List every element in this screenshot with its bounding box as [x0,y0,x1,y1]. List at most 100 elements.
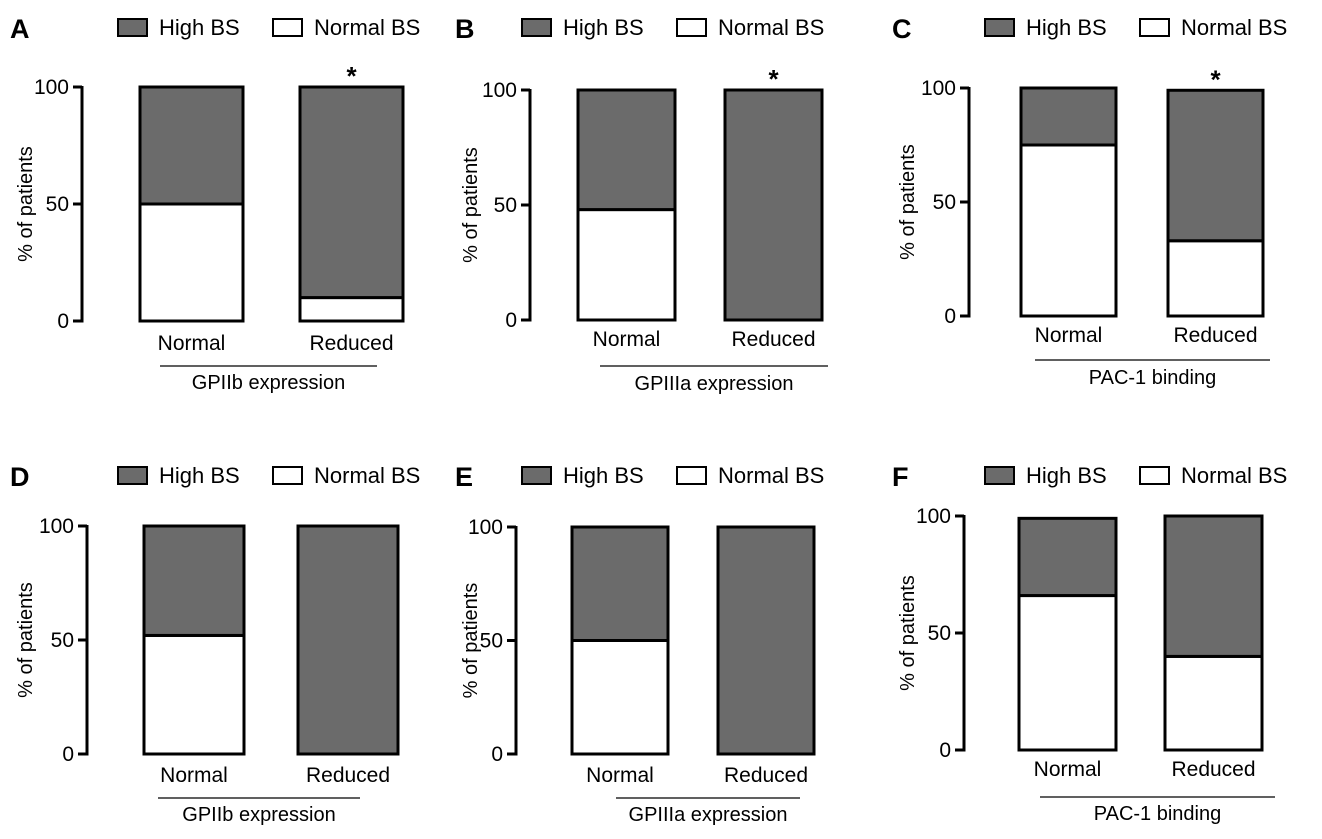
y-axis-label: % of patients [460,147,482,263]
bar-high-bs-normal [576,88,677,212]
y-tick-label: 100 [916,505,951,528]
chart-panel-f: F High BS Normal BS 0 50 100 % of patients Norm… [892,462,1287,825]
x-category-label: Normal [1034,758,1102,781]
legend-swatch-high [984,466,1015,485]
legend-label-normal: Normal BS [718,463,824,488]
panel-letter: D [10,462,30,492]
x-category-label: Reduced [1171,758,1255,781]
legend-swatch-high [117,18,148,37]
x-axis-label: PAC-1 binding [1089,367,1216,389]
y-tick-label: 0 [505,309,517,332]
bar-normal-bs-normal [142,633,246,756]
x-axis-label: GPIIIa expression [629,804,788,826]
x-axis-label: GPIIIa expression [635,373,794,395]
bar-normal-bs-reduced [1166,239,1265,318]
y-tick-label: 0 [491,743,503,766]
y-tick-label: 50 [480,630,503,653]
legend-label-normal: Normal BS [1181,15,1287,40]
legend-label-high: High BS [1026,15,1107,40]
x-category-label: Reduced [1173,324,1257,347]
legend-label-normal: Normal BS [314,463,420,488]
y-axis-label: % of patients [460,583,482,699]
bar-normal-bs-normal [1017,594,1118,752]
legend-label-high: High BS [563,15,644,40]
panel-letter: A [10,14,30,44]
x-category-label: Reduced [731,328,815,351]
y-tick-label: 0 [57,310,69,333]
bar-normal-bs-normal [570,639,670,756]
y-axis-label: % of patients [15,582,37,698]
x-axis-label: PAC-1 binding [1094,803,1221,825]
significance-marker: * [346,61,357,91]
x-category-label: Normal [1035,324,1103,347]
bar-high-bs-reduced [1163,514,1264,658]
y-tick-label: 100 [482,79,517,102]
y-tick-label: 50 [51,629,74,652]
significance-marker: * [768,64,779,94]
y-tick-label: 50 [933,191,956,214]
x-axis-label: GPIIb expression [192,372,345,394]
legend-label-normal: Normal BS [1181,463,1287,488]
chart-panel-b: B High BS Normal BS 0 50 100 % of patients Norm… [455,14,828,395]
bar-normal-bs-normal [1019,143,1118,318]
bar-normal-bs-normal [138,202,245,323]
panel-letter: C [892,14,912,44]
y-tick-label: 100 [39,515,74,538]
bar-high-bs-normal [1019,86,1118,147]
legend-label-high: High BS [1026,463,1107,488]
panel-letter: B [455,14,475,44]
y-tick-label: 100 [468,516,503,539]
y-tick-label: 50 [494,194,517,217]
legend-label-high: High BS [159,463,240,488]
legend-swatch-normal [676,18,707,37]
bar-high-bs-normal [138,85,245,206]
y-tick-label: 100 [34,76,69,99]
bar-high-bs-reduced [716,525,816,756]
legend-label-high: High BS [563,463,644,488]
legend-swatch-normal [272,18,303,37]
chart-panel-d: D High BS Normal BS 0 50 100 % of patients Norm… [10,462,420,826]
legend-swatch-high [984,18,1015,37]
bar-high-bs-reduced [296,524,400,756]
legend-label-normal: Normal BS [718,15,824,40]
bar-high-bs-normal [570,525,670,642]
legend-swatch-normal [272,466,303,485]
x-category-label: Normal [593,328,661,351]
x-category-label: Normal [158,332,226,355]
x-category-label: Reduced [309,332,393,355]
bar-normal-bs-reduced [298,296,405,323]
y-tick-label: 50 [928,622,951,645]
x-category-label: Reduced [724,764,808,787]
y-tick-label: 0 [62,743,74,766]
significance-marker: * [1210,64,1221,94]
legend-swatch-high [521,18,552,37]
legend-label-high: High BS [159,15,240,40]
y-axis-label: % of patients [897,144,919,260]
legend-swatch-high [521,466,552,485]
y-axis-label: % of patients [897,575,919,691]
bar-high-bs-reduced [723,88,824,322]
bar-high-bs-reduced [298,85,405,300]
bar-normal-bs-reduced [1163,654,1264,752]
bar-normal-bs-normal [576,208,677,322]
chart-panel-c: C High BS Normal BS 0 50 100 % of patients Norm… [892,14,1287,389]
x-category-label: Normal [586,764,654,787]
bar-high-bs-reduced [1166,88,1265,243]
legend-label-normal: Normal BS [314,15,420,40]
legend-swatch-normal [1139,466,1170,485]
y-tick-label: 0 [939,739,951,762]
panel-letter: E [455,462,473,492]
y-tick-label: 100 [921,77,956,100]
x-category-label: Normal [160,764,228,787]
chart-panel-a: A High BS Normal BS 0 50 100 % of patients Norm… [10,14,420,394]
panel-letter: F [892,462,909,492]
x-axis-label: GPIIb expression [182,804,335,826]
chart-panel-e: E High BS Normal BS 0 50 100 % of patients Norm… [455,462,824,826]
bar-high-bs-normal [142,524,246,637]
y-tick-label: 50 [46,193,69,216]
legend-swatch-high [117,466,148,485]
y-axis-label: % of patients [15,146,37,262]
bar-high-bs-normal [1017,516,1118,598]
y-tick-label: 0 [944,305,956,328]
